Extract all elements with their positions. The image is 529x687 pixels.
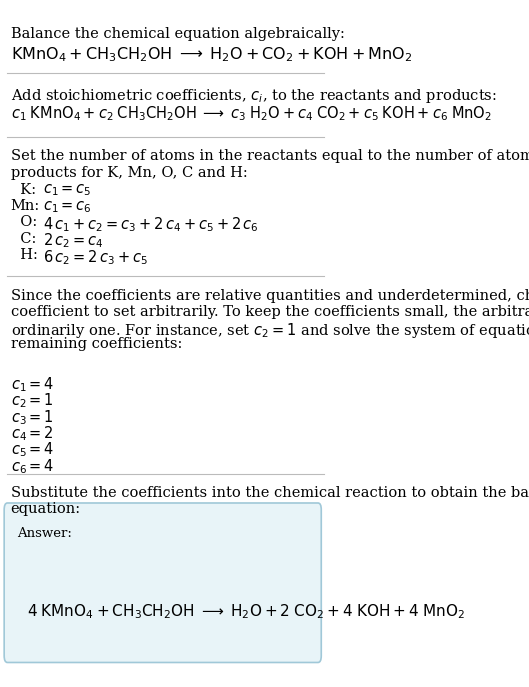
Text: $c_1 = c_5$: $c_1 = c_5$ [43, 183, 92, 199]
Text: $c_1 = 4$: $c_1 = 4$ [11, 375, 54, 394]
Text: $c_1 = c_6$: $c_1 = c_6$ [43, 199, 92, 214]
Text: $c_1\; \mathrm{KMnO_4} + c_2\; \mathrm{CH_3CH_2OH} \;\longrightarrow\; c_3\; \ma: $c_1\; \mathrm{KMnO_4} + c_2\; \mathrm{C… [11, 104, 491, 123]
Text: $4\; \mathrm{KMnO_4} + \mathrm{CH_3CH_2OH} \;\longrightarrow\; \mathrm{H_2O} + 2: $4\; \mathrm{KMnO_4} + \mathrm{CH_3CH_2O… [27, 602, 465, 621]
Text: $\mathrm{KMnO_4 + CH_3CH_2OH} \;\longrightarrow\; \mathrm{H_2O + CO_2 + KOH + Mn: $\mathrm{KMnO_4 + CH_3CH_2OH} \;\longrig… [11, 45, 412, 64]
Text: Balance the chemical equation algebraically:: Balance the chemical equation algebraica… [11, 27, 344, 41]
Text: Set the number of atoms in the reactants equal to the number of atoms in the: Set the number of atoms in the reactants… [11, 149, 529, 164]
Text: $c_5 = 4$: $c_5 = 4$ [11, 440, 54, 459]
Text: products for K, Mn, O, C and H:: products for K, Mn, O, C and H: [11, 166, 248, 180]
Text: C:: C: [11, 232, 36, 245]
Text: H:: H: [11, 248, 38, 262]
Text: equation:: equation: [11, 502, 81, 517]
FancyBboxPatch shape [4, 503, 321, 662]
Text: $c_3 = 1$: $c_3 = 1$ [11, 408, 53, 427]
Text: $4\,c_1 + c_2 = c_3 + 2\,c_4 + c_5 + 2\,c_6$: $4\,c_1 + c_2 = c_3 + 2\,c_4 + c_5 + 2\,… [43, 215, 259, 234]
Text: $2\,c_2 = c_4$: $2\,c_2 = c_4$ [43, 232, 104, 250]
Text: coefficient to set arbitrarily. To keep the coefficients small, the arbitrary va: coefficient to set arbitrarily. To keep … [11, 305, 529, 319]
Text: $6\,c_2 = 2\,c_3 + c_5$: $6\,c_2 = 2\,c_3 + c_5$ [43, 248, 148, 267]
Text: Since the coefficients are relative quantities and underdetermined, choose a: Since the coefficients are relative quan… [11, 289, 529, 302]
Text: ordinarily one. For instance, set $c_2 = 1$ and solve the system of equations fo: ordinarily one. For instance, set $c_2 =… [11, 321, 529, 340]
Text: Mn:: Mn: [11, 199, 40, 213]
Text: $c_6 = 4$: $c_6 = 4$ [11, 457, 54, 475]
Text: Substitute the coefficients into the chemical reaction to obtain the balanced: Substitute the coefficients into the che… [11, 486, 529, 500]
Text: Answer:: Answer: [17, 527, 72, 540]
Text: O:: O: [11, 215, 37, 229]
Text: $c_2 = 1$: $c_2 = 1$ [11, 392, 53, 410]
Text: $c_4 = 2$: $c_4 = 2$ [11, 425, 53, 443]
Text: K:: K: [11, 183, 36, 196]
Text: remaining coefficients:: remaining coefficients: [11, 337, 182, 351]
Text: Add stoichiometric coefficients, $c_i$, to the reactants and products:: Add stoichiometric coefficients, $c_i$, … [11, 87, 497, 105]
